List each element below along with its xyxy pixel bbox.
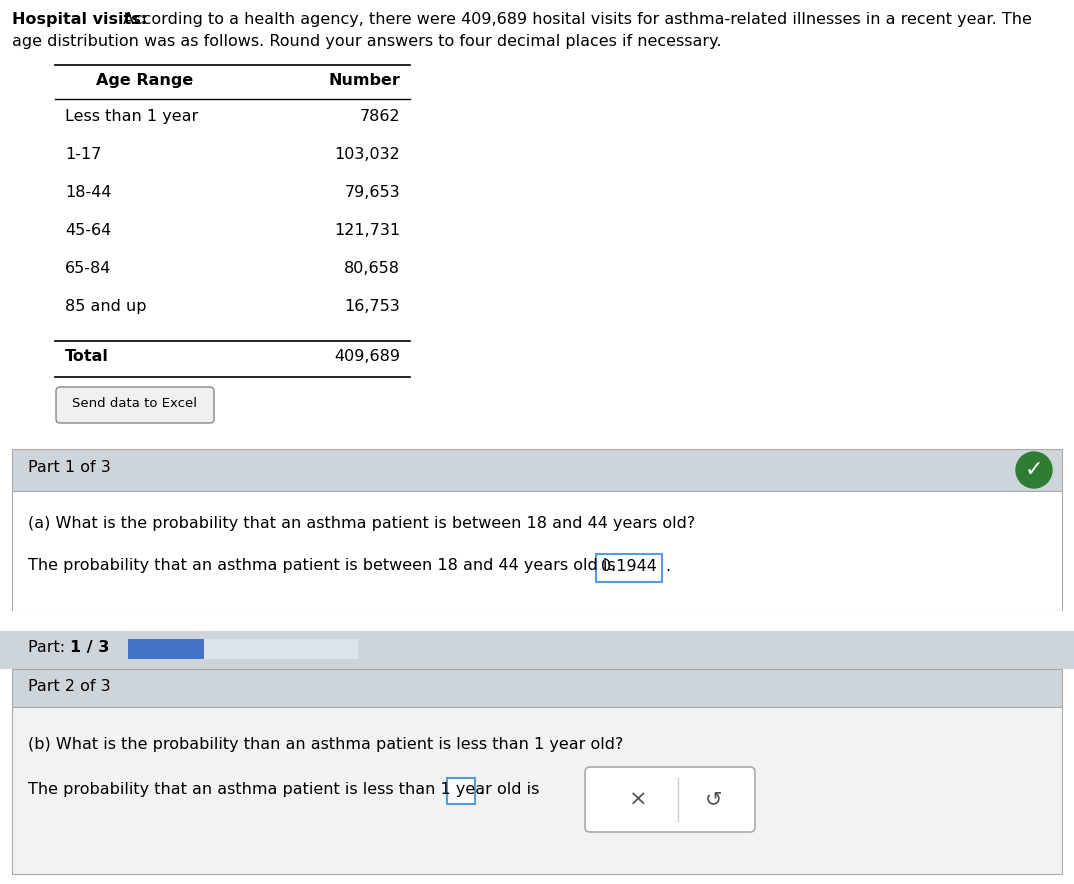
Text: 1-17: 1-17 [66, 147, 101, 162]
Text: 16,753: 16,753 [345, 299, 400, 314]
FancyBboxPatch shape [585, 767, 755, 832]
Text: Age Range: Age Range [97, 73, 193, 88]
Text: The probability that an asthma patient is less than 1 year old is: The probability that an asthma patient i… [28, 782, 539, 797]
Text: 79,653: 79,653 [345, 185, 400, 200]
Text: Less than 1 year: Less than 1 year [66, 109, 199, 124]
FancyBboxPatch shape [56, 387, 214, 423]
Text: According to a health agency, there were 409,689 hosital visits for asthma-relat: According to a health agency, there were… [118, 12, 1032, 27]
Text: Part 2 of 3: Part 2 of 3 [28, 679, 111, 694]
FancyBboxPatch shape [128, 639, 204, 659]
Text: (b) What is the probability than an asthma patient is less than 1 year old?: (b) What is the probability than an asth… [28, 737, 623, 752]
Text: Number: Number [329, 73, 400, 88]
Text: 65-84: 65-84 [66, 261, 112, 276]
Text: 80,658: 80,658 [344, 261, 400, 276]
Text: (a) What is the probability that an asthma patient is between 18 and 44 years ol: (a) What is the probability that an asth… [28, 516, 695, 531]
Circle shape [1016, 452, 1053, 488]
FancyBboxPatch shape [12, 491, 1062, 611]
FancyBboxPatch shape [12, 669, 1062, 707]
Text: 7862: 7862 [360, 109, 400, 124]
Text: ×: × [628, 789, 648, 810]
Text: 18-44: 18-44 [66, 185, 112, 200]
FancyBboxPatch shape [12, 449, 1062, 491]
FancyBboxPatch shape [596, 554, 662, 582]
Text: age distribution was as follows. Round your answers to four decimal places if ne: age distribution was as follows. Round y… [12, 34, 722, 49]
FancyBboxPatch shape [0, 631, 1074, 669]
Text: ↺: ↺ [705, 789, 722, 810]
FancyBboxPatch shape [128, 639, 358, 659]
Text: 103,032: 103,032 [334, 147, 400, 162]
FancyBboxPatch shape [12, 707, 1062, 874]
Text: ✓: ✓ [1025, 460, 1043, 480]
Text: 1 / 3: 1 / 3 [70, 640, 110, 655]
Text: 0.1944: 0.1944 [601, 559, 657, 574]
FancyBboxPatch shape [447, 778, 475, 804]
Text: 85 and up: 85 and up [66, 299, 146, 314]
Text: Part 1 of 3: Part 1 of 3 [28, 460, 111, 475]
Text: .: . [478, 782, 483, 797]
Text: Send data to Excel: Send data to Excel [73, 397, 198, 410]
Text: Hospital visits:: Hospital visits: [12, 12, 147, 27]
Text: 121,731: 121,731 [334, 223, 400, 238]
Text: 409,689: 409,689 [334, 349, 400, 364]
Text: .: . [665, 559, 670, 574]
Text: Part:: Part: [28, 640, 70, 655]
Text: The probability that an asthma patient is between 18 and 44 years old is: The probability that an asthma patient i… [28, 558, 615, 573]
FancyBboxPatch shape [0, 611, 1074, 631]
Text: Total: Total [66, 349, 108, 364]
Text: 45-64: 45-64 [66, 223, 112, 238]
